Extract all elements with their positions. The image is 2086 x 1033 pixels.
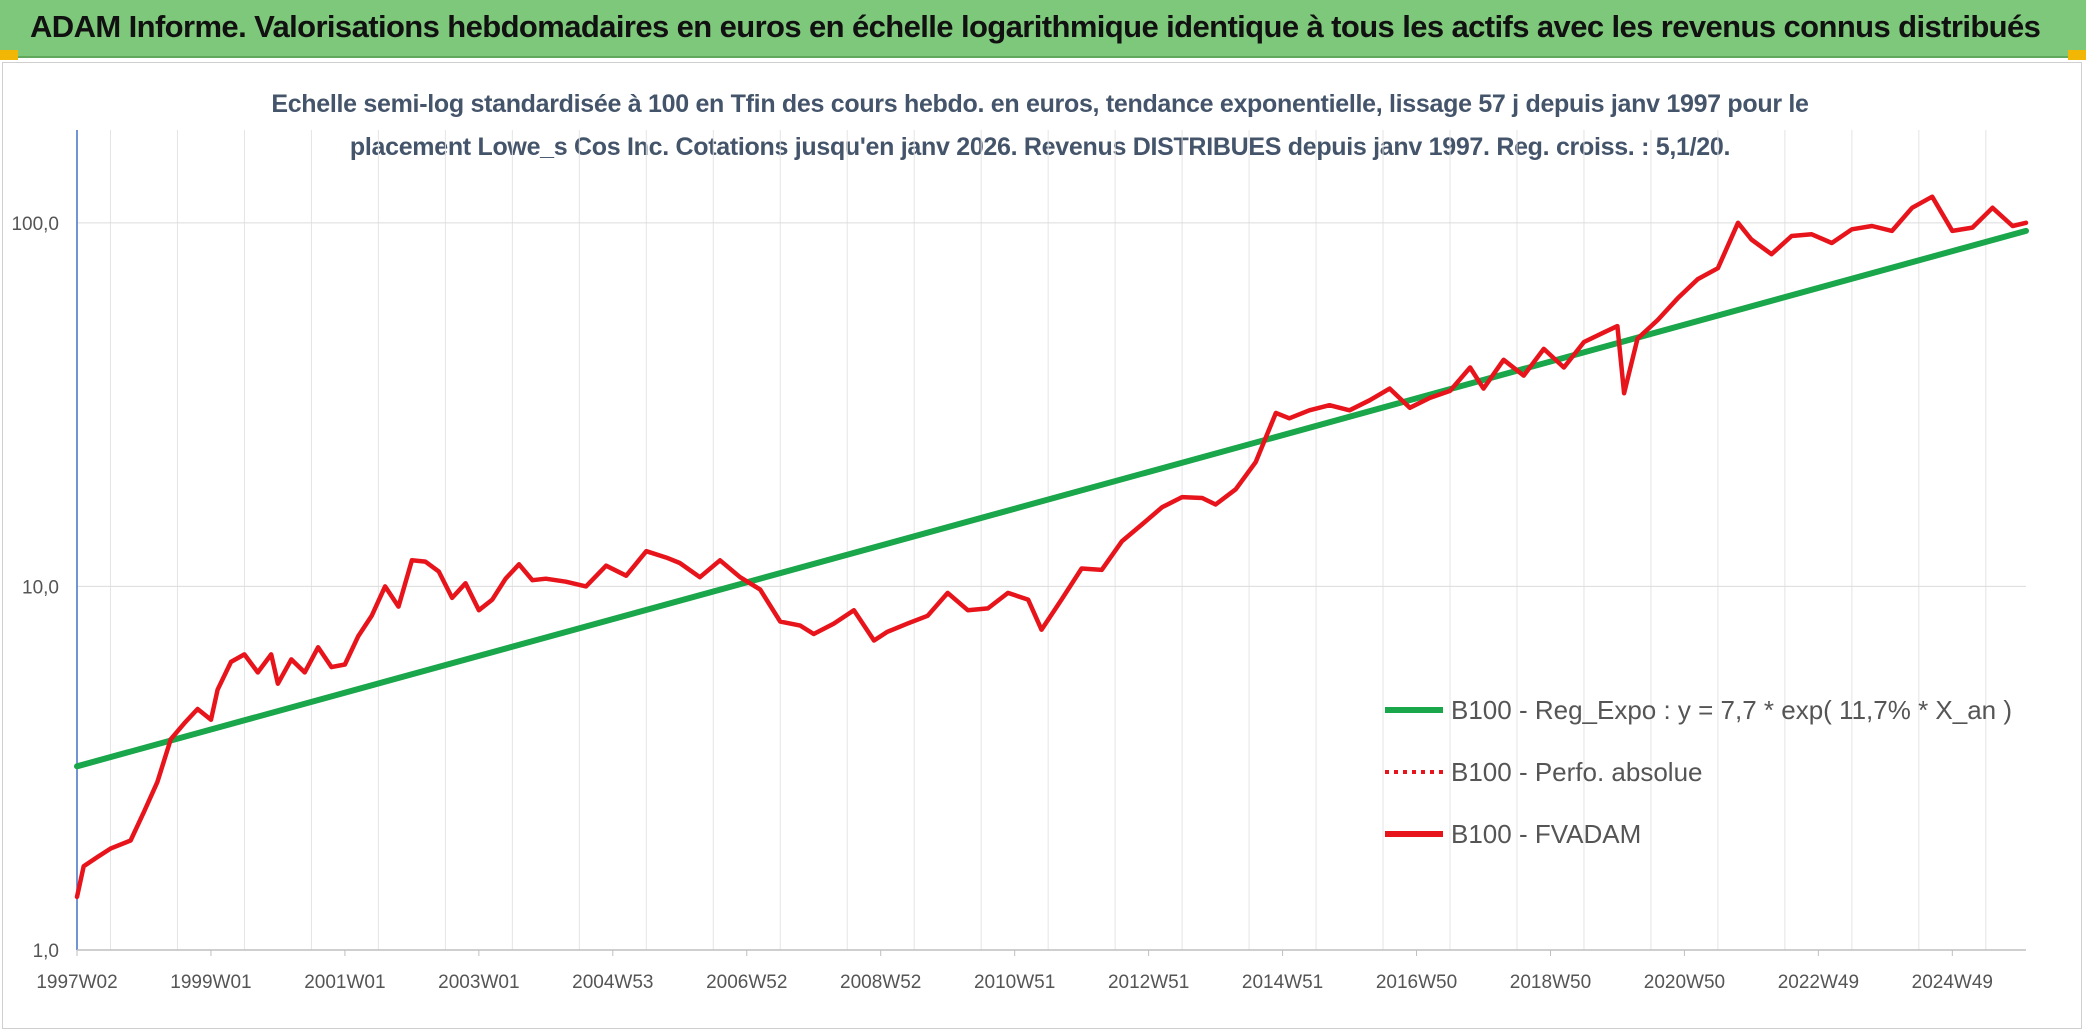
y-tick-label: 10,0 xyxy=(22,577,59,598)
x-tick-label: 2008W52 xyxy=(840,972,921,993)
chart-subtitle-line-1: Echelle semi-log standardisée à 100 en T… xyxy=(271,90,1809,118)
x-tick-label: 2004W53 xyxy=(572,972,653,993)
x-tick-label: 2006W52 xyxy=(706,972,787,993)
chart-frame xyxy=(2,62,2082,1029)
chart-axes xyxy=(76,130,2026,951)
report-title: ADAM Informe. Valorisations hebdomadaire… xyxy=(30,9,2041,44)
x-tick-label: 2020W50 xyxy=(1644,972,1725,993)
corner-marker-top-left xyxy=(0,50,18,60)
chart-grid xyxy=(77,130,2026,951)
chart-legend: B100 - Reg_Expo : y = 7,7 * exp( 11,7% *… xyxy=(1385,695,2012,849)
y-axis-ticks: 1,0 10,0 100,0 xyxy=(11,214,59,962)
x-tick-label: 2010W51 xyxy=(974,972,1055,993)
x-tick-label: 2018W50 xyxy=(1510,972,1591,993)
series-line-3 xyxy=(74,194,2029,900)
x-tick-label: 1999W01 xyxy=(170,972,251,993)
x-tick-label: 2014W51 xyxy=(1242,972,1323,993)
legend-label: B100 - Perfo. absolue xyxy=(1451,757,1703,787)
y-tick-label: 1,0 xyxy=(33,941,59,962)
y-tick-label: 100,0 xyxy=(11,214,59,235)
x-tick-label: 2012W51 xyxy=(1108,972,1189,993)
series-line-1 xyxy=(74,227,2029,770)
x-tick-label: 2003W01 xyxy=(438,972,519,993)
x-tick-label: 2016W50 xyxy=(1376,972,1457,993)
x-tick-label: 2001W01 xyxy=(304,972,385,993)
legend-label: B100 - Reg_Expo : y = 7,7 * exp( 11,7% *… xyxy=(1451,695,2012,725)
chart-subtitle-line-2: placement Lowe_s Cos Inc. Cotations jusq… xyxy=(349,133,1731,161)
corner-marker-top-right xyxy=(2068,50,2086,60)
x-tick-label: 2024W49 xyxy=(1912,972,1993,993)
chart-series xyxy=(74,194,2029,900)
legend-label: B100 - FVADAM xyxy=(1451,819,1641,849)
x-tick-label: 2022W49 xyxy=(1778,972,1859,993)
report-banner: ADAM Informe. Valorisations hebdomadaire… xyxy=(0,0,2086,58)
x-axis-ticks: 1997W02 1999W01 2001W01 2003W01 2004W53 2006W… xyxy=(36,950,1993,993)
x-tick-label: 1997W02 xyxy=(36,972,117,993)
